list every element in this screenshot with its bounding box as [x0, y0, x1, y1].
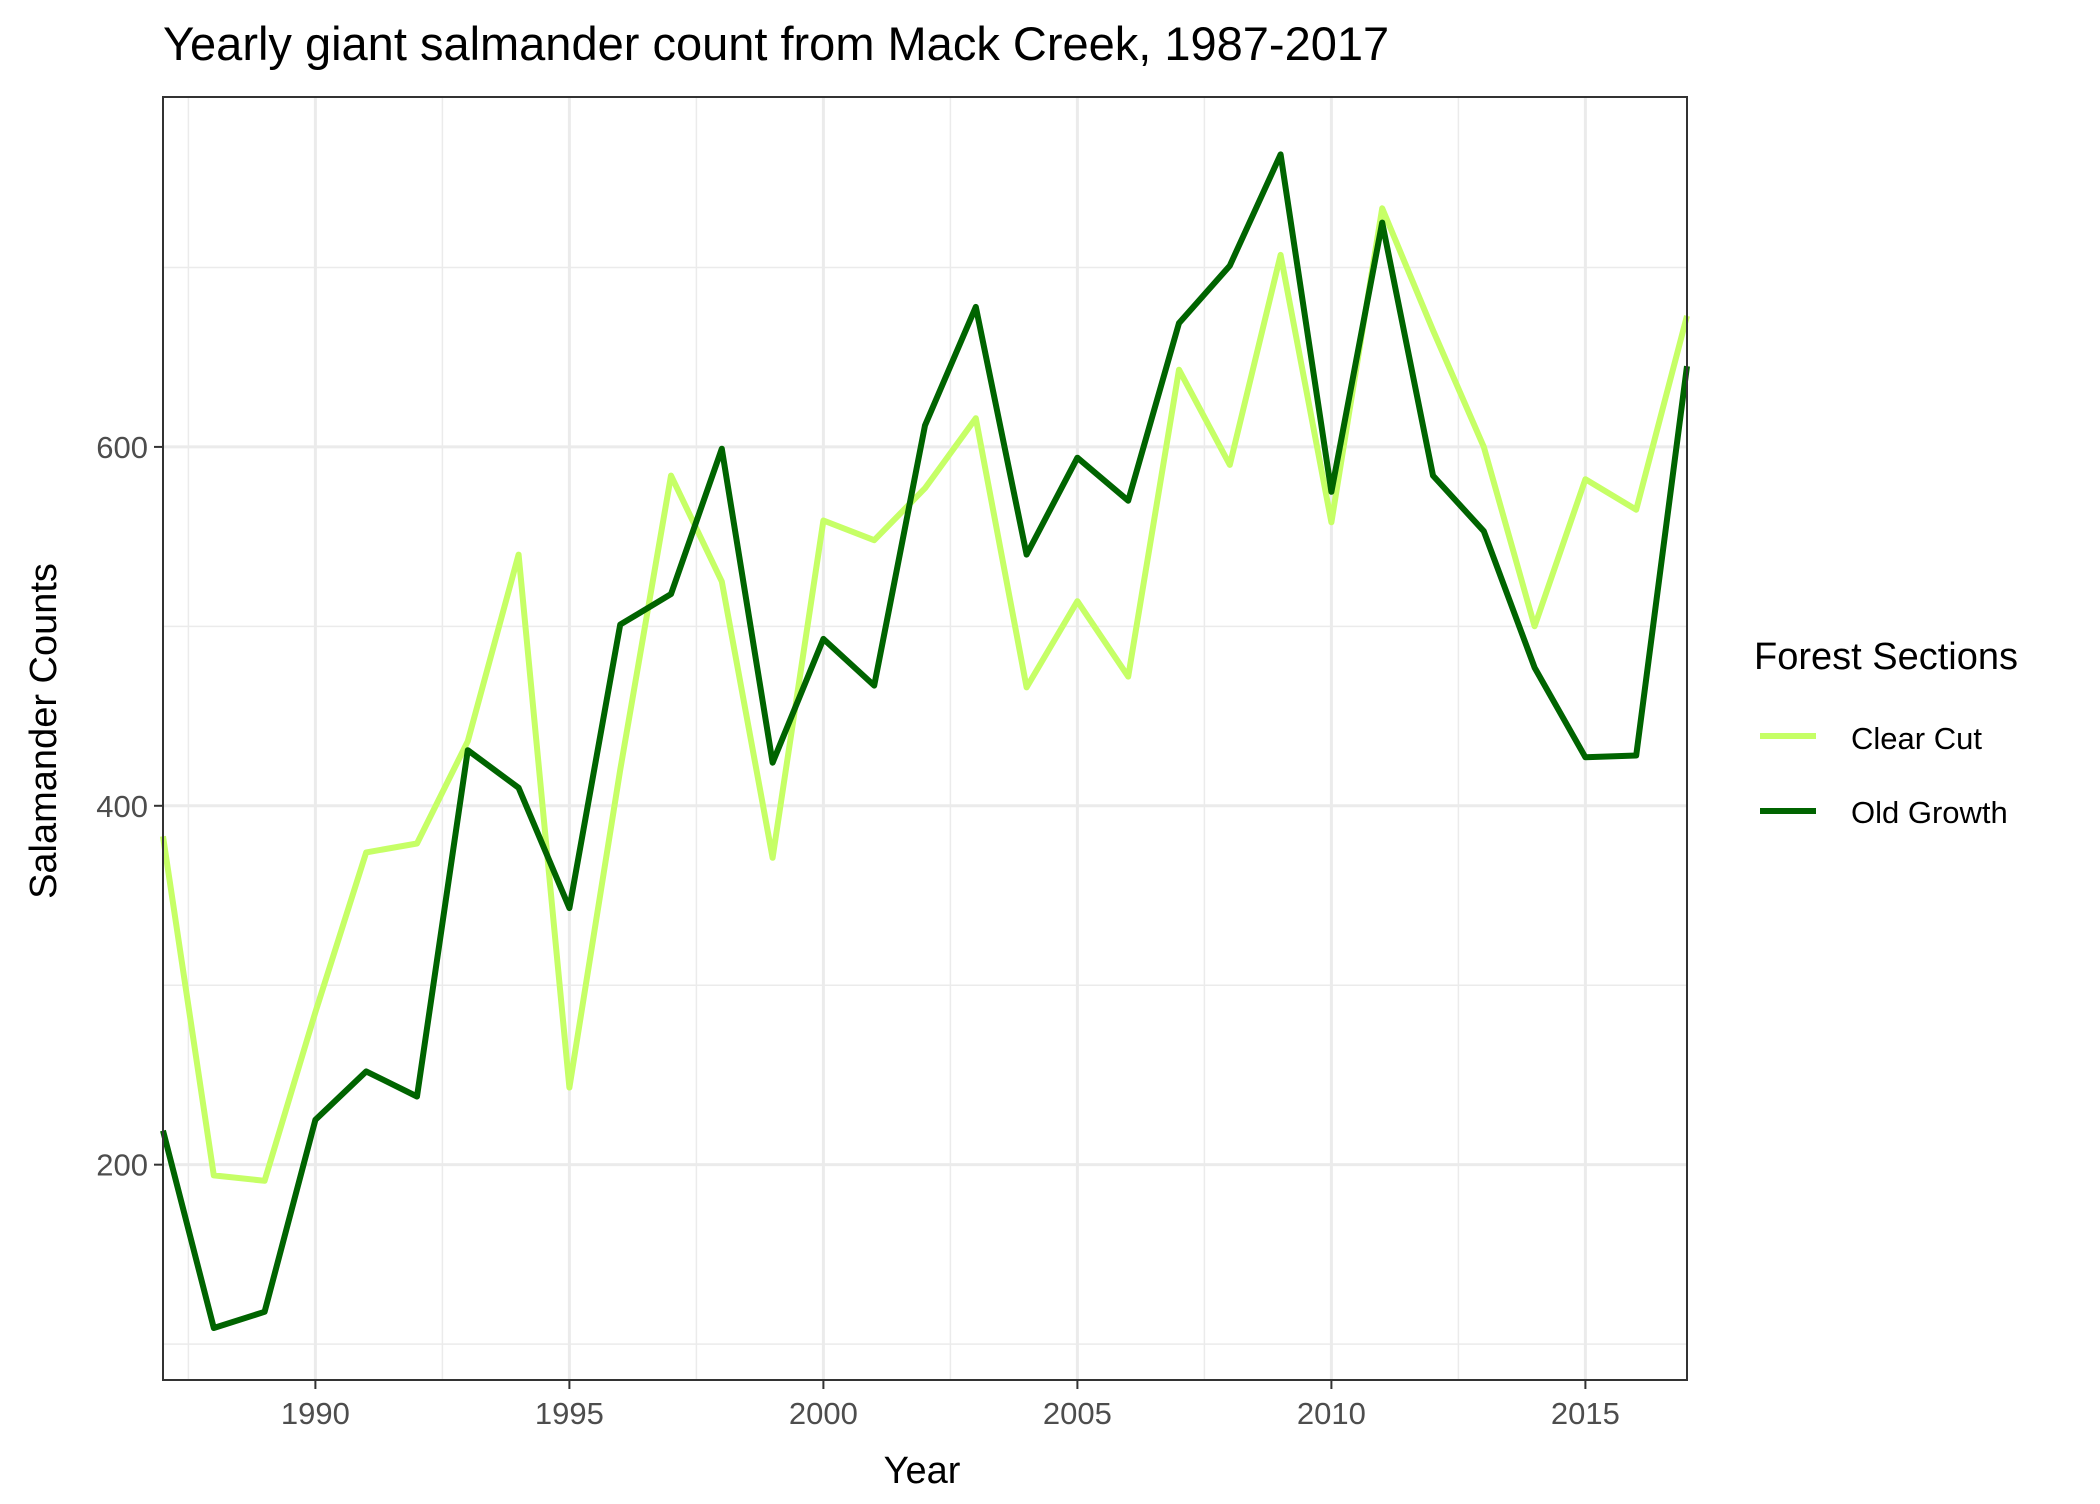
series-layer	[160, 151, 1690, 1331]
y-tick-label: 200	[96, 1148, 148, 1183]
x-tick-label: 1990	[281, 1396, 350, 1431]
y-tick-label: 600	[96, 430, 148, 465]
x-tick-label: 1995	[535, 1396, 604, 1431]
legend-label-clear-cut: Clear Cut	[1851, 721, 1982, 756]
minor-grid	[163, 97, 1687, 1380]
x-tick-label: 2015	[1551, 1396, 1620, 1431]
chart-title: Yearly giant salmander count from Mack C…	[163, 17, 1389, 70]
series-line-old-growth	[160, 151, 1690, 1331]
legend-label-old-growth: Old Growth	[1851, 795, 2008, 830]
y-axis: 200 400 600	[96, 430, 163, 1183]
x-tick-label: 2010	[1297, 1396, 1366, 1431]
y-axis-label: Salamander Counts	[23, 563, 65, 899]
major-grid	[163, 97, 1687, 1380]
series-line-clear-cut	[160, 205, 1690, 1184]
x-axis-label: Year	[884, 1450, 961, 1492]
legend-item-old-growth: Old Growth	[1760, 795, 2008, 830]
legend-item-clear-cut: Clear Cut	[1760, 721, 1982, 756]
y-tick-label: 400	[96, 789, 148, 824]
legend-title: Forest Sections	[1754, 636, 2018, 678]
x-axis: 1990 1995 2000 2005 2010 2015	[281, 1380, 1620, 1431]
legend: Forest Sections Clear Cut Old Growth	[1754, 636, 2018, 830]
x-tick-label: 2005	[1043, 1396, 1112, 1431]
plot-panel-border	[162, 96, 1688, 1381]
x-tick-label: 2000	[789, 1396, 858, 1431]
